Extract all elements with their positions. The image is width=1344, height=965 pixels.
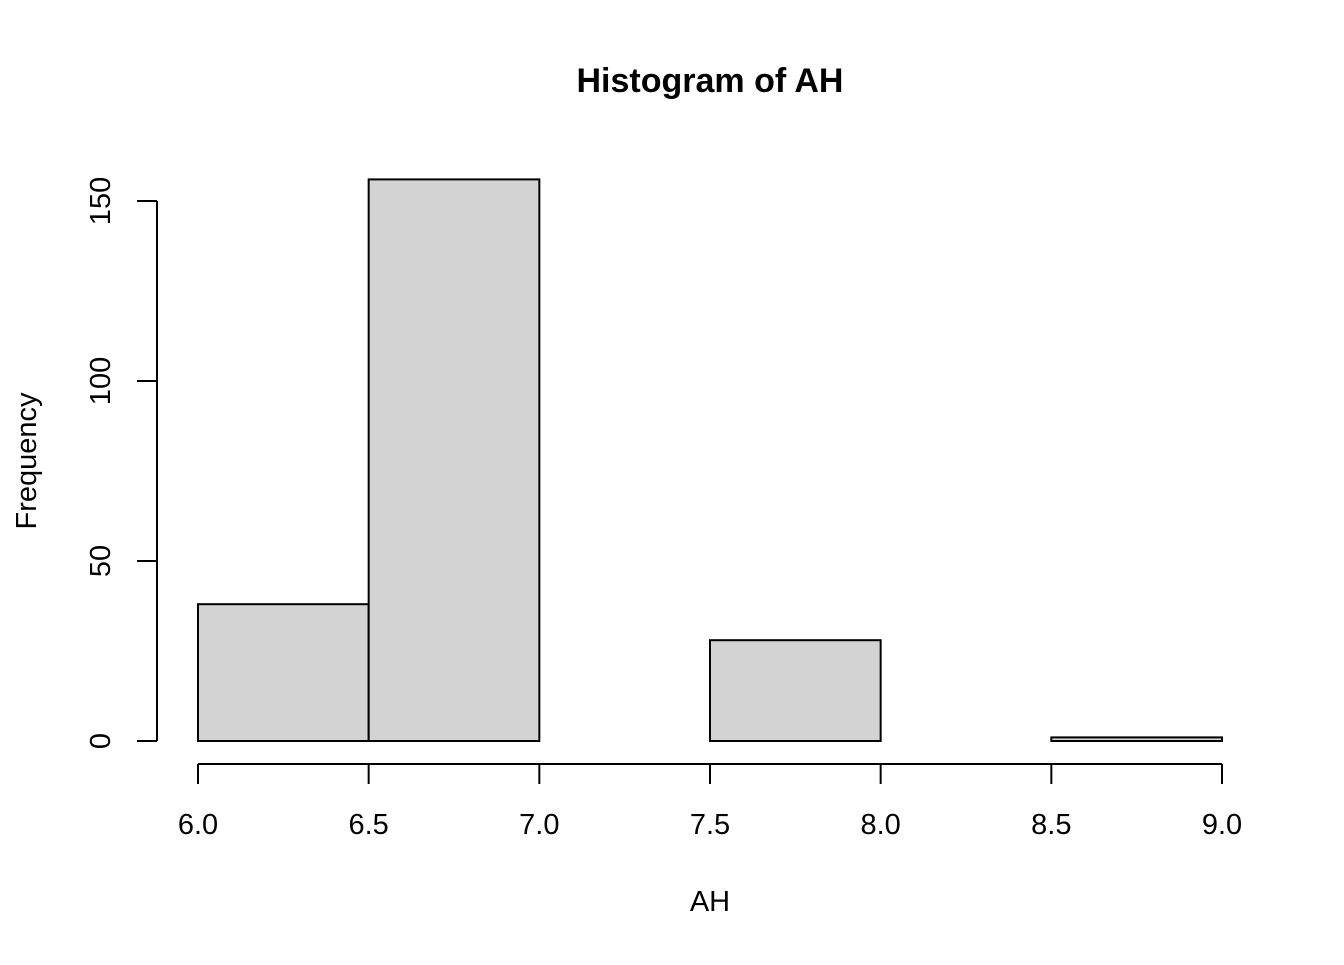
histogram-bar	[367, 178, 541, 742]
y-axis-label: Frequency	[11, 392, 43, 530]
histogram-bar	[709, 639, 882, 743]
x-axis: 6.0 6.5 7.0 7.5 8.0 8.5 9.0	[178, 763, 1242, 841]
histogram-bar	[1050, 736, 1224, 743]
y-tick-label: 150	[85, 177, 117, 225]
bars-group	[197, 178, 1224, 743]
x-tick-label: 9.0	[1202, 809, 1242, 841]
histogram-bar	[197, 603, 370, 743]
y-tick-label: 0	[85, 733, 117, 749]
y-axis: 0 50 100 150	[85, 177, 158, 749]
x-tick-label: 8.5	[1031, 809, 1071, 841]
y-tick-label: 100	[85, 357, 117, 405]
x-tick-label: 6.5	[349, 809, 389, 841]
chart-title: Histogram of AH	[577, 62, 844, 100]
x-tick-label: 8.0	[861, 809, 901, 841]
x-tick-label: 7.0	[519, 809, 559, 841]
x-tick-label: 7.5	[690, 809, 730, 841]
y-tick-label: 50	[85, 545, 117, 577]
x-tick-label: 6.0	[178, 809, 218, 841]
x-axis-label: AH	[690, 886, 730, 918]
